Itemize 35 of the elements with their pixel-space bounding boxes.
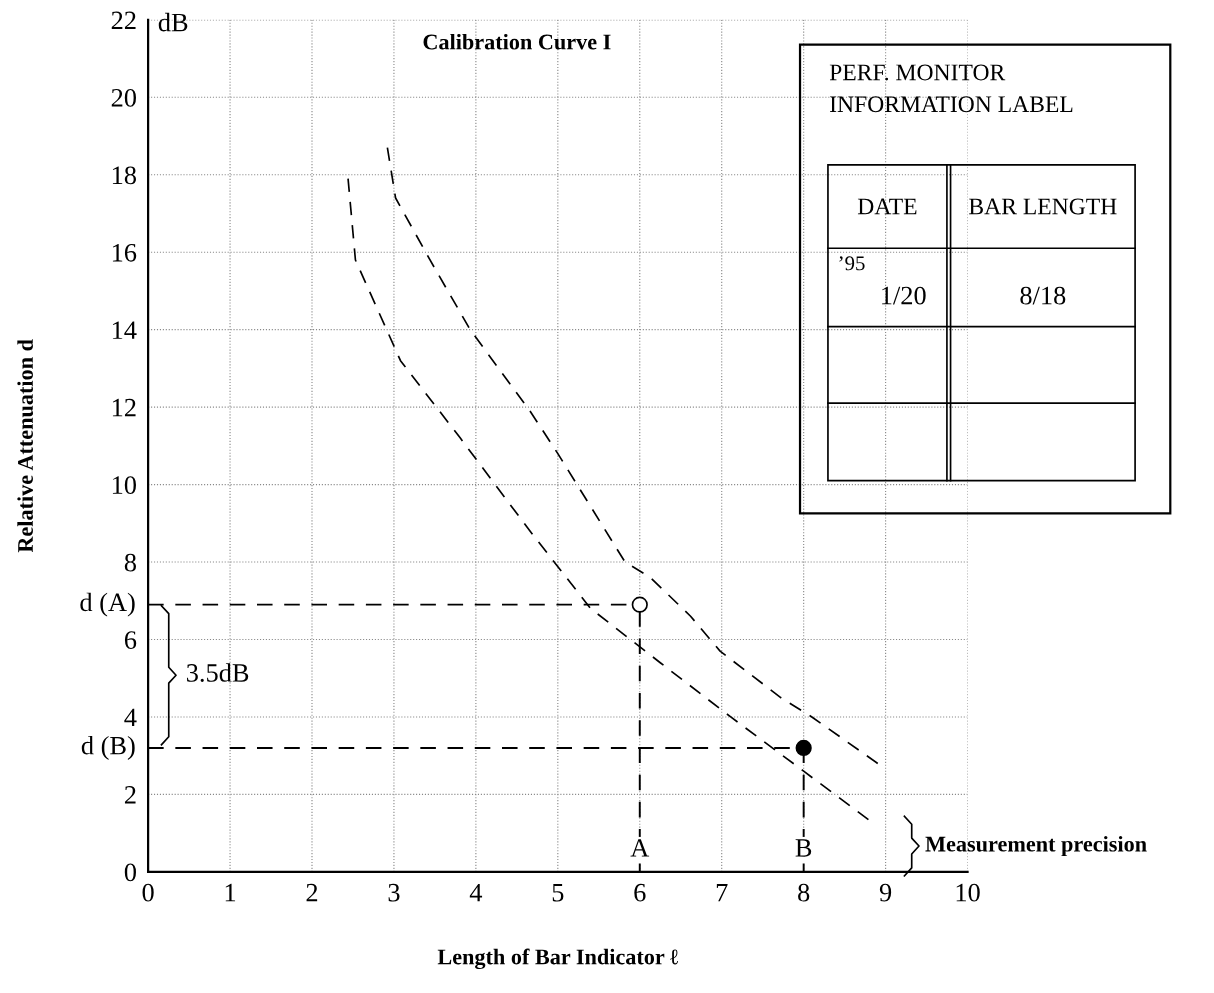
x-tick-label: 4 (469, 883, 483, 902)
chart-title: Calibration Curve I (423, 33, 611, 50)
x-tick-label: 10 (956, 883, 980, 902)
y-tick-label: 10 (112, 476, 136, 494)
ref-line-label: B (795, 839, 812, 857)
y-axis-title: Relative Attenuation d (17, 339, 34, 553)
annotation: Measurement precision (925, 835, 1147, 857)
y-tick-label: 8 (124, 553, 136, 572)
y-tick-label: 12 (112, 398, 136, 417)
annotation: 3.5dB (187, 663, 249, 682)
x-tick-label: 3 (388, 883, 400, 902)
annotation: PERF. MONITOR (829, 64, 1006, 81)
ref-line-label: d (B) (81, 735, 135, 760)
x-axis-title: Length of Bar Indicator ℓ (437, 948, 679, 970)
x-tick-label: 6 (634, 883, 646, 902)
x-tick-label: 1 (225, 883, 236, 902)
x-tick-label: 7 (716, 884, 728, 902)
y-tick-label: 14 (112, 321, 137, 339)
y-tick-label: 20 (111, 88, 136, 107)
y-tick-label: 2 (124, 786, 136, 804)
x-tick-label: 5 (552, 884, 564, 902)
x-tick-label: 8 (798, 883, 810, 902)
x-tick-label: 2 (306, 883, 318, 902)
x-tick-label: 9 (879, 883, 892, 902)
y-tick-label: 4 (124, 708, 137, 727)
x-tick-label: 0 (142, 883, 154, 902)
ref-line-label: A (630, 839, 650, 857)
annotation: dB (158, 12, 188, 32)
y-tick-label: 16 (112, 243, 137, 262)
y-tick-label: 0 (124, 863, 136, 882)
annotation: INFORMATION LABEL (830, 96, 1073, 113)
y-tick-label: 6 (124, 631, 137, 649)
y-tick-label: 22 (111, 11, 136, 30)
ref-line-label: d (A) (80, 592, 135, 617)
y-tick-label: 18 (112, 166, 136, 185)
